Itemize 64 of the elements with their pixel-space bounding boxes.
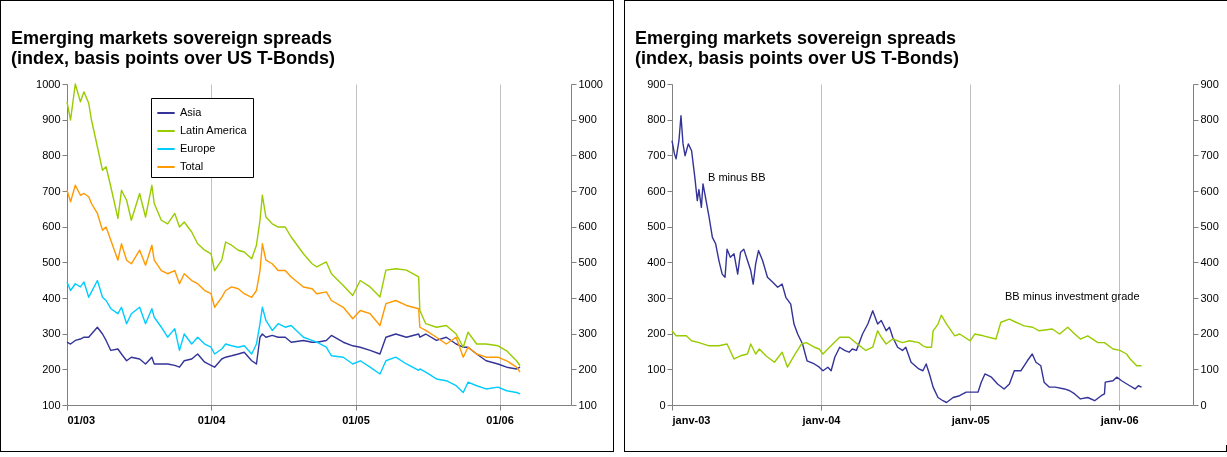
line-series bbox=[66, 184, 521, 373]
y2-tick-label: 400 bbox=[1200, 255, 1219, 268]
legend-label: Total bbox=[180, 160, 204, 172]
y-tick-label: 1000 bbox=[36, 77, 61, 90]
y2-tick-label: 100 bbox=[578, 398, 597, 411]
y2-tick-label: 1000 bbox=[578, 77, 603, 90]
y-tick-label: 100 bbox=[647, 362, 666, 375]
y-tick-label: 300 bbox=[42, 327, 61, 340]
legend-label: Asia bbox=[180, 106, 203, 118]
series-label: BB minus investment grade bbox=[1005, 290, 1140, 302]
y2-tick-label: 0 bbox=[1200, 398, 1207, 411]
chart-title: Emerging markets sovereign spreads bbox=[11, 28, 333, 48]
line-series bbox=[66, 326, 521, 370]
y-tick-label: 600 bbox=[647, 184, 666, 197]
chart-subtitle: (index, basis points over US T-Bonds) bbox=[11, 48, 336, 68]
y2-tick-label: 200 bbox=[1200, 327, 1219, 340]
y-tick-label: 700 bbox=[647, 148, 666, 161]
y-tick-label: 0 bbox=[659, 398, 666, 411]
y-tick-label: 600 bbox=[42, 220, 61, 233]
y-tick-label: 700 bbox=[42, 184, 61, 197]
y2-tick-label: 900 bbox=[578, 113, 597, 126]
series-label: B minus BB bbox=[708, 171, 766, 183]
y2-tick-label: 900 bbox=[1200, 77, 1219, 90]
x-tick-label: janv-03 bbox=[671, 413, 711, 426]
x-tick-label: 01/04 bbox=[197, 413, 227, 426]
x-tick-label: janv-05 bbox=[950, 413, 990, 426]
y-tick-label: 800 bbox=[42, 148, 61, 161]
y-tick-label: 500 bbox=[647, 220, 666, 233]
y2-tick-label: 600 bbox=[1200, 184, 1219, 197]
chart-title: Emerging markets sovereign spreads bbox=[635, 28, 957, 48]
legend-label: Europe bbox=[180, 142, 216, 154]
y2-tick-label: 800 bbox=[1200, 113, 1219, 126]
y2-tick-label: 700 bbox=[1200, 148, 1219, 161]
y2-tick-label: 500 bbox=[1200, 220, 1219, 233]
line-series bbox=[671, 314, 1143, 368]
y2-tick-label: 400 bbox=[578, 291, 597, 304]
y2-tick-label: 300 bbox=[578, 327, 597, 340]
y2-tick-label: 800 bbox=[578, 148, 597, 161]
y2-tick-label: 200 bbox=[578, 362, 597, 375]
y-tick-label: 900 bbox=[42, 113, 61, 126]
y2-tick-label: 700 bbox=[578, 184, 597, 197]
legend-label: Latin America bbox=[180, 124, 248, 136]
x-tick-label: 01/06 bbox=[486, 413, 514, 426]
line-series bbox=[671, 115, 1143, 404]
y2-tick-label: 100 bbox=[1200, 362, 1219, 375]
y-tick-label: 800 bbox=[647, 113, 666, 126]
x-tick-label: 01/05 bbox=[342, 413, 370, 426]
y2-tick-label: 500 bbox=[578, 255, 597, 268]
x-tick-label: 01/03 bbox=[67, 413, 96, 426]
y-tick-label: 400 bbox=[647, 255, 666, 268]
x-tick-label: janv-06 bbox=[1099, 413, 1139, 426]
y-tick-label: 300 bbox=[647, 291, 666, 304]
y-tick-label: 900 bbox=[647, 77, 666, 90]
y2-tick-label: 600 bbox=[578, 220, 597, 233]
y2-tick-label: 300 bbox=[1200, 291, 1219, 304]
line-series bbox=[66, 279, 521, 395]
chart-subtitle: (index, basis points over US T-Bonds) bbox=[635, 48, 960, 68]
y-tick-label: 500 bbox=[42, 255, 61, 268]
x-tick-label: janv-04 bbox=[801, 413, 842, 426]
y-tick-label: 100 bbox=[42, 398, 61, 411]
y-tick-label: 400 bbox=[42, 291, 61, 304]
y-tick-label: 200 bbox=[42, 362, 61, 375]
line-series bbox=[66, 83, 521, 367]
y-tick-label: 200 bbox=[647, 327, 666, 340]
